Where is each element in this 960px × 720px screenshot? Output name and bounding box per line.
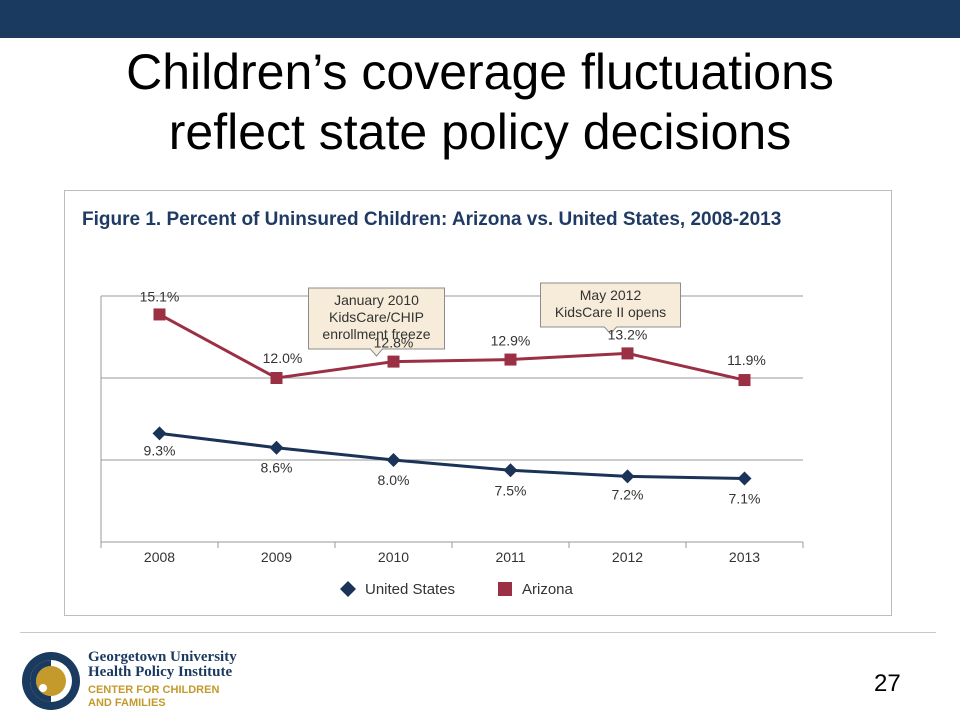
data-label: 8.6% bbox=[261, 460, 293, 476]
x-tick-label: 2008 bbox=[144, 549, 175, 565]
figure-panel: Figure 1. Percent of Uninsured Children:… bbox=[64, 190, 892, 616]
data-point-diamond bbox=[620, 469, 635, 484]
data-label: 12.9% bbox=[491, 333, 531, 349]
annotation-text: KidsCare II opens bbox=[555, 304, 666, 320]
logo-emblem-icon bbox=[22, 652, 80, 710]
top-banner bbox=[0, 0, 960, 38]
annotation-text: January 2010 bbox=[334, 292, 419, 308]
x-tick-label: 2013 bbox=[729, 549, 760, 565]
x-tick-label: 2010 bbox=[378, 549, 409, 565]
data-point-square bbox=[621, 347, 634, 360]
data-point-square bbox=[270, 372, 283, 384]
data-label: 11.9% bbox=[727, 352, 766, 368]
chart-title: Figure 1. Percent of Uninsured Children:… bbox=[82, 209, 782, 230]
data-point-diamond bbox=[386, 453, 401, 467]
data-label: 7.1% bbox=[729, 490, 761, 506]
page-number: 27 bbox=[874, 670, 901, 697]
slide-title: Children’s coverage fluctuations reflect… bbox=[40, 42, 920, 162]
data-label: 12.8% bbox=[374, 335, 414, 351]
logo-families: AND FAMILIES bbox=[88, 697, 166, 709]
data-point-square bbox=[738, 374, 751, 387]
data-point-diamond bbox=[737, 471, 752, 486]
legend-marker-diamond bbox=[340, 581, 356, 597]
data-label: 7.5% bbox=[495, 482, 527, 498]
x-tick-label: 2012 bbox=[612, 549, 643, 565]
data-label: 15.1% bbox=[140, 288, 180, 304]
slide-title-line-2: reflect state policy decisions bbox=[168, 104, 792, 160]
series-line-united-states bbox=[159, 431, 745, 480]
legend-label: Arizona bbox=[522, 581, 574, 598]
data-label: 13.2% bbox=[608, 326, 648, 342]
series-line-arizona bbox=[158, 313, 745, 382]
logo-institute: Health Policy Institute bbox=[88, 664, 233, 680]
annotation-callout bbox=[540, 282, 681, 335]
data-label: 12.0% bbox=[263, 350, 303, 366]
slide-title-line-1: Children’s coverage fluctuations bbox=[126, 44, 834, 100]
annotation-text: KidsCare/CHIP bbox=[329, 309, 424, 325]
logo-center: CENTER FOR CHILDREN bbox=[88, 684, 220, 696]
annotation-text: May 2012 bbox=[580, 287, 642, 303]
georgetown-logo: Georgetown University Health Policy Inst… bbox=[20, 648, 237, 714]
annotation-callout bbox=[308, 287, 445, 357]
data-label: 7.2% bbox=[612, 486, 644, 502]
x-tick-label: 2009 bbox=[261, 549, 292, 565]
x-tick-label: 2011 bbox=[495, 549, 525, 565]
logo-university: Georgetown University bbox=[88, 649, 237, 665]
data-label: 9.3% bbox=[144, 442, 176, 458]
data-point-diamond bbox=[503, 463, 518, 478]
data-point-diamond bbox=[269, 440, 284, 455]
data-point-square bbox=[387, 355, 400, 368]
legend-marker-square bbox=[498, 582, 512, 596]
annotation-text: enrollment freeze bbox=[322, 326, 430, 342]
legend-label: United States bbox=[365, 581, 455, 598]
data-point-square bbox=[153, 308, 166, 321]
data-point-diamond bbox=[152, 426, 167, 441]
footer-divider bbox=[20, 632, 936, 633]
data-point-square bbox=[504, 353, 517, 366]
data-label: 8.0% bbox=[378, 472, 410, 488]
